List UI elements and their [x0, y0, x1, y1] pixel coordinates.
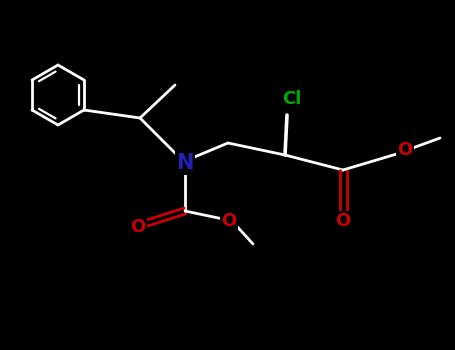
- Text: O: O: [131, 218, 146, 236]
- Text: O: O: [222, 212, 237, 230]
- Text: N: N: [177, 153, 194, 173]
- Text: Cl: Cl: [282, 90, 302, 108]
- Text: O: O: [335, 212, 351, 230]
- Text: O: O: [397, 141, 413, 159]
